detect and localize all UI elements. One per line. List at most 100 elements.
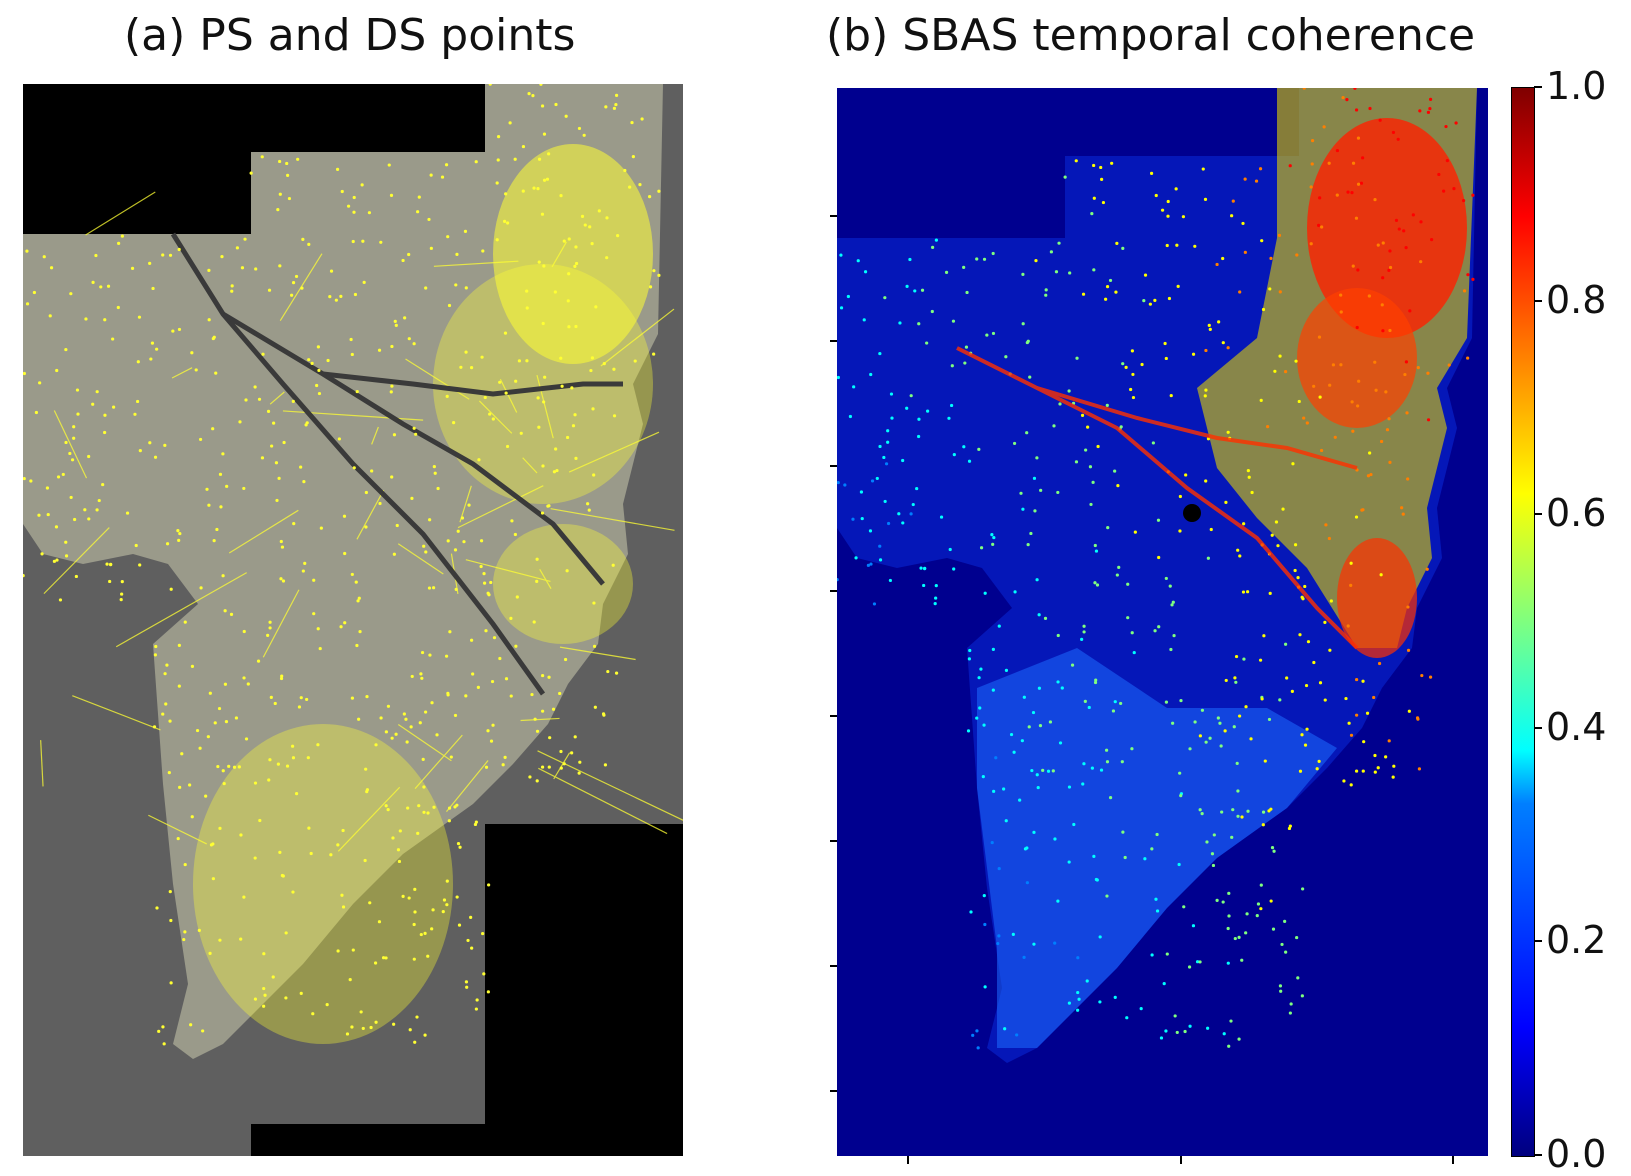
coherence-point [1215,262,1219,267]
ps-ds-point [583,223,587,227]
ps-ds-point [358,630,362,634]
coherence-point [856,259,860,263]
ps-ds-point [55,558,59,562]
y-axis-tick [830,215,837,217]
coherence-point [1220,810,1224,814]
ps-ds-point [508,121,512,125]
coherence-point [1380,303,1384,307]
ps-ds-point [410,496,414,500]
ps-ds-point [633,359,637,363]
ps-ds-point [433,471,437,475]
coherence-point [1291,462,1295,466]
ps-ds-point [253,997,257,1001]
coherence-point [1261,823,1265,827]
coherence-point [1022,955,1026,959]
coherence-point [1076,956,1080,960]
ps-ds-point [393,319,397,324]
coherence-point [991,542,995,546]
ps-ds-point [312,578,316,582]
ps-ds-point [611,563,615,567]
ps-ds-point [565,569,569,573]
ps-ds-point [286,173,290,177]
ps-ds-point [586,502,590,506]
coherence-point [1259,398,1263,402]
coherence-point [1404,360,1409,364]
ps-ds-point [422,810,426,814]
canal-line [538,767,668,835]
canal-line [551,241,567,268]
coherence-point [1164,356,1168,361]
ps-ds-point [416,831,420,835]
coherence-point [962,445,966,449]
ps-ds-points [23,84,661,1046]
coherence-point [1278,354,1282,358]
ps-ds-point [563,657,568,662]
ps-ds-point [410,674,414,679]
coherence-point [1182,905,1186,909]
coherence-point [859,490,864,494]
y-axis-tick [830,1090,837,1092]
ps-ds-point [558,691,562,696]
ps-ds-point [521,144,526,149]
coherence-point [1270,533,1274,537]
ps-ds-point [103,318,107,322]
coherence-point [1023,847,1028,851]
ps-ds-point [239,833,243,837]
ps-ds-point [555,468,559,473]
ps-ds-point [436,486,440,491]
ps-ds-point [299,991,303,996]
ps-ds-point [42,255,46,259]
coherence-point [1247,475,1251,479]
ps-ds-point [419,672,423,676]
ps-ds-point [590,241,594,246]
ps-ds-point [74,574,78,579]
coherence-point [1155,832,1159,837]
ps-ds-point [542,400,546,404]
ps-ds-point [169,587,173,591]
ps-ds-point [407,337,411,341]
coherence-point [1296,576,1300,580]
coherence-point [1058,402,1062,406]
ps-ds-point [547,675,551,679]
coherence-point [883,296,887,300]
ps-ds-point [23,574,25,578]
ps-ds-point [311,1012,315,1016]
coherence-point [919,566,923,570]
coherence-point [1095,583,1100,587]
ps-ds-point [221,769,225,773]
ps-ds-point [542,132,547,136]
ps-ds-point [515,595,519,599]
coherence-point [1178,529,1182,533]
ps-ds-point [163,672,167,676]
coherence-point [982,257,987,261]
ps-ds-point [256,659,261,663]
ps-ds-point [177,327,182,332]
coherence-point [979,546,984,550]
coherence-point [1028,375,1032,379]
canal-line [457,485,544,529]
coherence-point [852,385,856,389]
ps-ds-point [562,762,566,766]
coherence-point [975,1029,979,1033]
coherence-point [1169,647,1173,652]
ps-ds-point [348,978,352,982]
coherence-point [1208,736,1212,740]
coherence-point [996,941,1000,946]
ps-ds-point [346,204,351,208]
coherence-point [967,657,971,661]
ps-ds-point [183,620,187,624]
coherence-point [1183,1029,1187,1034]
ps-ds-point [153,653,157,657]
coherence-point [1250,490,1254,495]
coherence-point [1031,710,1036,715]
ps-ds-point [303,561,307,565]
ps-ds-point [224,720,229,724]
coherence-point [878,351,882,356]
ps-ds-point [240,266,245,270]
coherence-point [1054,270,1059,274]
coherence-point [1240,815,1244,819]
coherence-point [1344,696,1348,701]
ps-ds-point [506,221,510,225]
coherence-point [1283,642,1288,646]
coherence-point [1221,256,1225,261]
